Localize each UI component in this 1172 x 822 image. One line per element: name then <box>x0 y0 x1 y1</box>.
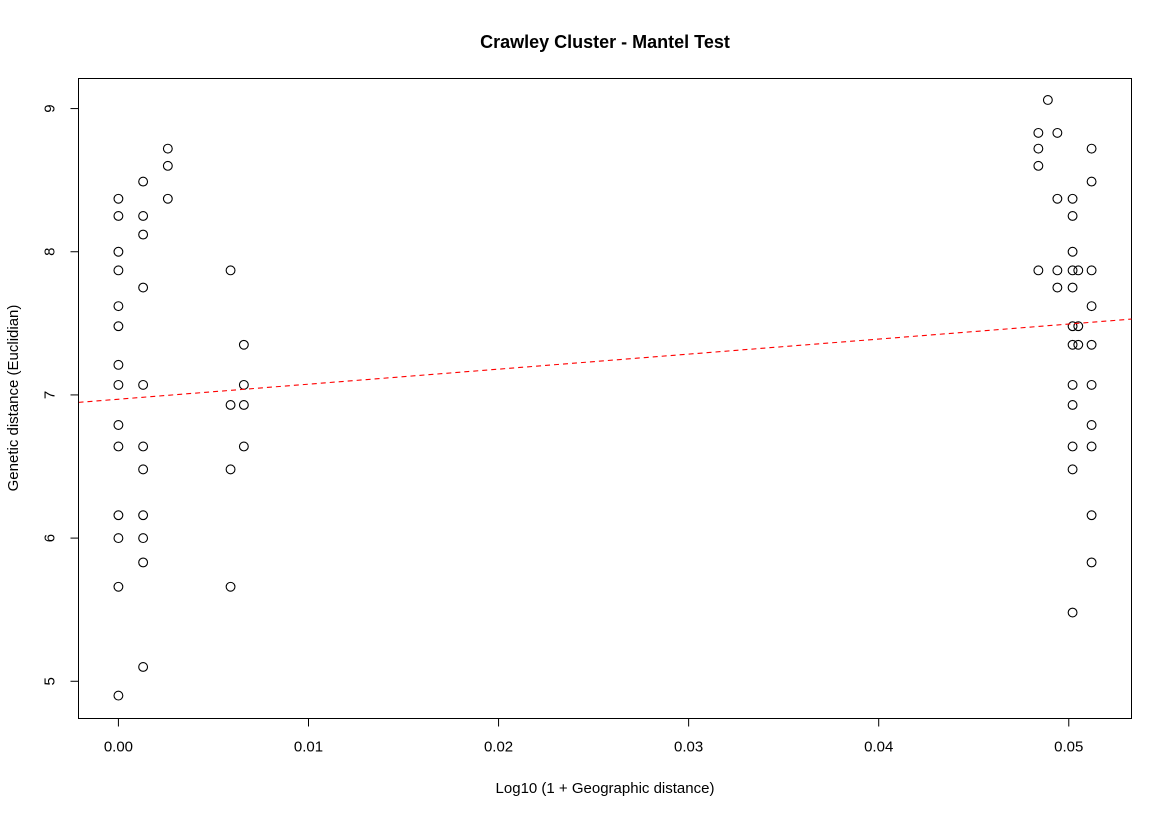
y-tick-label: 7 <box>42 391 59 399</box>
data-point <box>138 441 149 452</box>
data-point <box>138 229 149 240</box>
data-point <box>113 321 124 332</box>
data-point <box>138 533 149 544</box>
data-point <box>1067 607 1078 618</box>
data-point <box>1086 441 1097 452</box>
data-point <box>162 193 173 204</box>
data-point <box>113 533 124 544</box>
y-tick-label: 8 <box>42 248 59 256</box>
y-tick-label: 5 <box>42 677 59 685</box>
data-point <box>225 464 236 475</box>
data-point <box>1086 510 1097 521</box>
data-point <box>1052 282 1063 293</box>
data-point <box>238 399 249 410</box>
data-point <box>113 581 124 592</box>
data-point <box>113 441 124 452</box>
data-point <box>1067 193 1078 204</box>
data-point <box>1067 282 1078 293</box>
data-point <box>113 301 124 312</box>
data-point <box>113 359 124 370</box>
data-point <box>138 662 149 672</box>
data-point <box>138 210 149 221</box>
x-tick-label: 0.00 <box>104 739 133 756</box>
data-point <box>113 690 124 701</box>
data-point <box>225 399 236 410</box>
regression-line <box>78 318 1132 403</box>
y-tick-label: 6 <box>42 534 59 542</box>
data-point <box>162 143 173 154</box>
data-point <box>1073 339 1084 350</box>
data-point <box>225 265 236 276</box>
data-point <box>1067 464 1078 475</box>
data-point <box>1067 321 1078 332</box>
points-layer <box>113 95 1097 701</box>
data-point <box>1086 176 1097 187</box>
data-point <box>1067 210 1078 221</box>
y-axis-label: Genetic distance (Euclidian) <box>5 305 22 492</box>
x-tick-label: 0.04 <box>864 739 893 756</box>
data-point <box>138 557 149 568</box>
data-point <box>1052 127 1063 138</box>
data-point <box>138 510 149 521</box>
y-ticks: 5 6 7 8 9 <box>42 104 79 685</box>
chart-title: Crawley Cluster - Mantel Test <box>480 32 730 52</box>
data-point <box>1086 265 1097 276</box>
data-point <box>1042 95 1053 105</box>
data-point <box>1033 143 1044 154</box>
y-tick-label: 9 <box>42 104 59 112</box>
data-point <box>113 265 124 276</box>
x-tick-label: 0.02 <box>484 739 513 756</box>
data-point <box>1086 420 1097 430</box>
x-ticks: 0.00 0.01 0.02 0.03 0.04 0.05 <box>104 718 1083 756</box>
data-point <box>113 510 124 521</box>
data-point <box>1073 321 1084 332</box>
x-axis: 0.00 0.01 0.02 0.03 0.04 0.05 <box>104 718 1083 756</box>
data-point <box>1052 193 1063 204</box>
data-point <box>1033 127 1044 138</box>
data-point <box>1067 379 1078 390</box>
plot-box <box>78 78 1132 719</box>
data-point <box>113 379 124 390</box>
data-point <box>1086 557 1097 568</box>
data-point <box>113 210 124 221</box>
data-point <box>138 464 149 475</box>
data-point <box>1086 379 1097 390</box>
data-point <box>1067 399 1078 410</box>
data-point <box>1067 246 1078 257</box>
data-point <box>1086 339 1097 350</box>
data-point <box>238 441 249 452</box>
plot-area <box>78 78 1132 719</box>
data-point <box>162 160 173 171</box>
data-point <box>225 581 236 592</box>
data-point <box>1073 265 1084 276</box>
data-point <box>1067 441 1078 452</box>
data-point <box>113 246 124 257</box>
data-point <box>138 379 149 390</box>
data-point <box>1067 265 1078 276</box>
y-axis: 5 6 7 8 9 <box>42 104 79 685</box>
data-point <box>1067 339 1078 350</box>
data-point <box>1033 265 1044 276</box>
x-tick-label: 0.05 <box>1054 739 1083 756</box>
data-point <box>1033 160 1044 171</box>
data-point <box>138 176 149 187</box>
x-tick-label: 0.01 <box>294 739 323 756</box>
x-tick-label: 0.03 <box>674 739 703 756</box>
data-point <box>1086 301 1097 312</box>
data-point <box>113 193 124 204</box>
data-point <box>238 379 249 390</box>
x-axis-label: Log10 (1 + Geographic distance) <box>496 780 715 797</box>
data-point <box>1052 265 1063 276</box>
data-point <box>238 339 249 350</box>
data-point <box>113 420 124 430</box>
data-point <box>138 282 149 293</box>
data-point <box>1086 143 1097 154</box>
